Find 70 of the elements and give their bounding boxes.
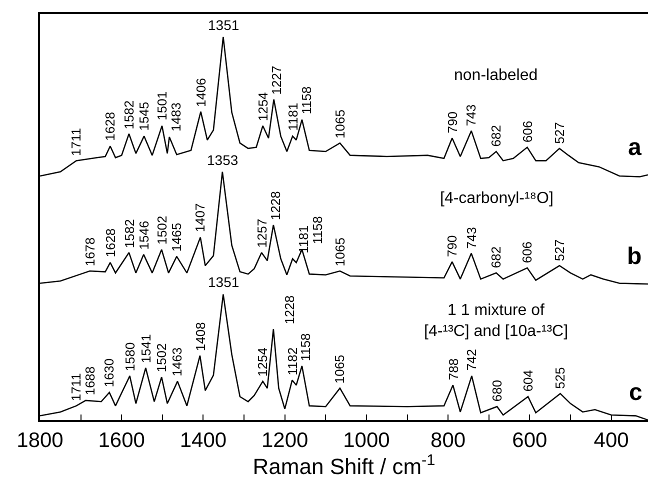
annotation: 1502 [154,343,169,372]
annotation: 680 [489,380,504,402]
annotation: 790 [444,235,460,257]
annotation: 1408 [192,322,208,352]
annotation: 1158 [298,333,314,362]
annotation: 1463 [170,347,185,376]
x-tick-label: 1000 [343,428,390,452]
annotation: 1483 [168,102,184,132]
annotation: 1546 [136,220,152,250]
annotation: 742 [464,348,479,371]
annotation: 682 [488,246,504,268]
x-tick-label: 1800 [16,428,64,452]
annotation: 1407 [192,203,208,232]
annotation: 1353 [207,152,238,168]
x-tick-label: 400 [594,428,629,452]
annotation: 525 [552,367,568,389]
series-label: b [627,243,642,270]
annotation: 527 [552,239,567,262]
annotation: 1351 [208,274,240,290]
annotation: non-labeled [454,67,538,84]
annotation: 1501 [154,91,170,120]
x-tick-label: 600 [512,428,548,452]
annotation: 1254 [254,348,270,377]
annotation: 1628 [102,112,118,141]
annotation: [4-carbonyl-¹⁸O] [440,190,554,207]
annotation: 1257 [254,218,270,248]
annotation: 1582 [122,100,137,130]
annotation: 1678 [82,237,98,266]
annotation: 1182 [285,347,300,376]
x-tick-label: 1600 [98,428,145,452]
annotation: 1181 [296,225,311,254]
annotation: 606 [519,241,534,264]
annotation: 743 [463,104,478,126]
annotation: 1158 [310,216,326,244]
series-label: a [628,134,642,161]
annotation: 1582 [122,219,137,248]
annotation: 606 [520,120,535,143]
x-tick-label: 1200 [261,428,308,452]
annotation: 1711 [68,128,84,156]
annotation: 1 1 mixture of [4-¹³C] and [10a-¹³C] [424,302,568,340]
annotation: 1502 [154,216,170,245]
annotation: 1351 [208,17,240,33]
annotation: 1406 [194,78,209,107]
annotation: 527 [552,122,568,144]
annotation: 1065 [332,238,348,266]
annotation: 1228 [268,191,284,220]
annotation: 1065 [332,110,348,138]
annotation: 743 [464,226,479,249]
x-tick-label: 1400 [180,428,227,452]
annotation: 1688 [82,366,98,396]
annotation: 1228 [282,295,297,324]
annotation: 1541 [138,334,154,364]
annotation: 604 [520,370,536,392]
annotation: 1065 [332,354,348,384]
annotation: 1254 [255,92,270,122]
annotation: 1711 [68,373,84,402]
annotation: 790 [445,112,460,134]
x-tick-label: 800 [430,428,466,452]
annotation: 1630 [101,358,116,388]
annotation: 1158 [298,86,314,114]
annotation: 1628 [103,228,118,258]
x-axis-title: Raman Shift / cm$^{-1}$ [252,452,436,480]
annotation: 1580 [122,342,138,372]
annotation: 1465 [168,222,184,252]
annotation: 1227 [268,66,284,95]
series-label: c [629,379,642,406]
annotation: 788 [446,358,461,380]
annotation: 1545 [136,102,152,131]
annotation: 1181 [285,102,300,131]
annotation: 682 [488,124,504,147]
